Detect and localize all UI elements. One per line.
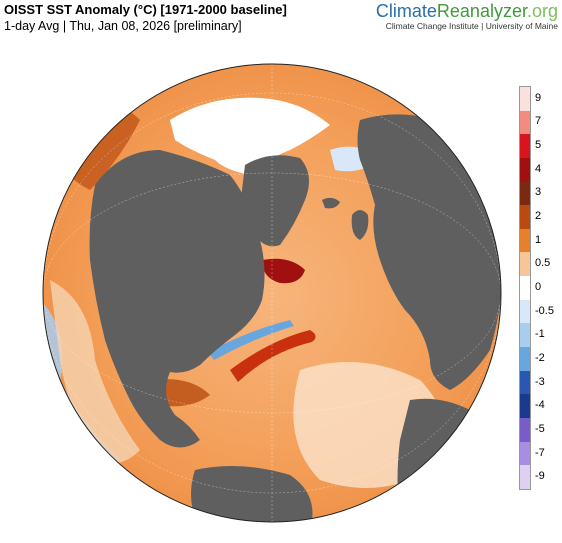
chart-subtitle: 1-day Avg | Thu, Jan 08, 2026 [prelimina… [4,19,242,33]
colorbar-tick-label: -4 [535,399,545,412]
colorbar-swatch [520,299,530,324]
colorbar [519,86,531,490]
colorbar-tick-label: 2 [535,210,542,223]
colorbar-tick-label: 4 [535,162,542,175]
colorbar-swatch [520,134,530,158]
brand-climate: Climate [375,1,437,21]
colorbar-tick-label: 7 [535,115,542,128]
brand-org: .org [526,1,558,21]
iceland-landmass [322,197,340,209]
pacific-neutral-patch [50,280,140,464]
north-america-landmass [89,150,265,448]
graticule [43,64,501,522]
colorbar-swatch [520,276,530,300]
colorbar-tick-label: -2 [535,351,545,364]
colorbar-swatch [520,394,530,418]
colorbar-swatch [520,228,530,253]
colorbar-tick-label: 5 [535,139,542,152]
gulf-stream-cool [208,320,294,360]
brand-logo[interactable]: ClimateReanalyzer.org Climate Change Ins… [376,0,558,31]
britain-landmass [351,210,369,240]
colorbar-tick-label: 0 [535,281,542,293]
colorbar-tick-label: -1 [535,328,545,341]
brand-reanalyzer: Reanalyzer [436,1,527,21]
colorbar-swatch [520,465,530,489]
colorbar-tick-label: 0.5 [535,257,551,270]
colorbar-swatch [520,347,530,371]
colorbar-swatch [520,323,530,348]
gulf-stream-hot [230,330,316,382]
colorbar-tick-label: 1 [535,233,542,246]
colorbar-swatch [520,252,530,277]
colorbar-tick-label: -0.5 [535,304,554,317]
colorbar-swatch [520,441,530,466]
arctic-sea-ice [170,97,330,175]
south-america-landmass [191,465,313,522]
colorbar-swatch [520,181,530,206]
colorbar-swatch [520,110,530,135]
colorbar-tick-label: 9 [535,91,542,104]
colorbar-swatch [520,157,530,182]
colorbar-tick-label: 3 [535,186,542,199]
colorbar-tick-label: -7 [535,446,545,459]
globe-outline [42,63,502,523]
chart-title: OISST SST Anomaly (°C) [1971-2000 baseli… [4,2,287,17]
colorbar-tick-label: -5 [535,422,545,435]
labrador-hot-patch [262,258,305,284]
brand-institute: Climate Change Institute | University of… [385,21,558,31]
colorbar-swatch [520,370,530,395]
colorbar-swatch [520,205,530,229]
colorbar-labels: 9 7 5 4 3 2 1 0.5 0 -0.5 -1 -2 -3 -4 -5 -7 -9 [535,86,562,488]
colorbar-swatch [520,417,530,442]
eurasia-landmass [357,114,501,390]
colorbar-tick-label: -9 [535,470,545,483]
colorbar-swatch [520,87,530,111]
africa-landmass [397,398,486,520]
greenland-landmass [241,155,309,247]
colorbar-tick-label: -3 [535,375,545,388]
